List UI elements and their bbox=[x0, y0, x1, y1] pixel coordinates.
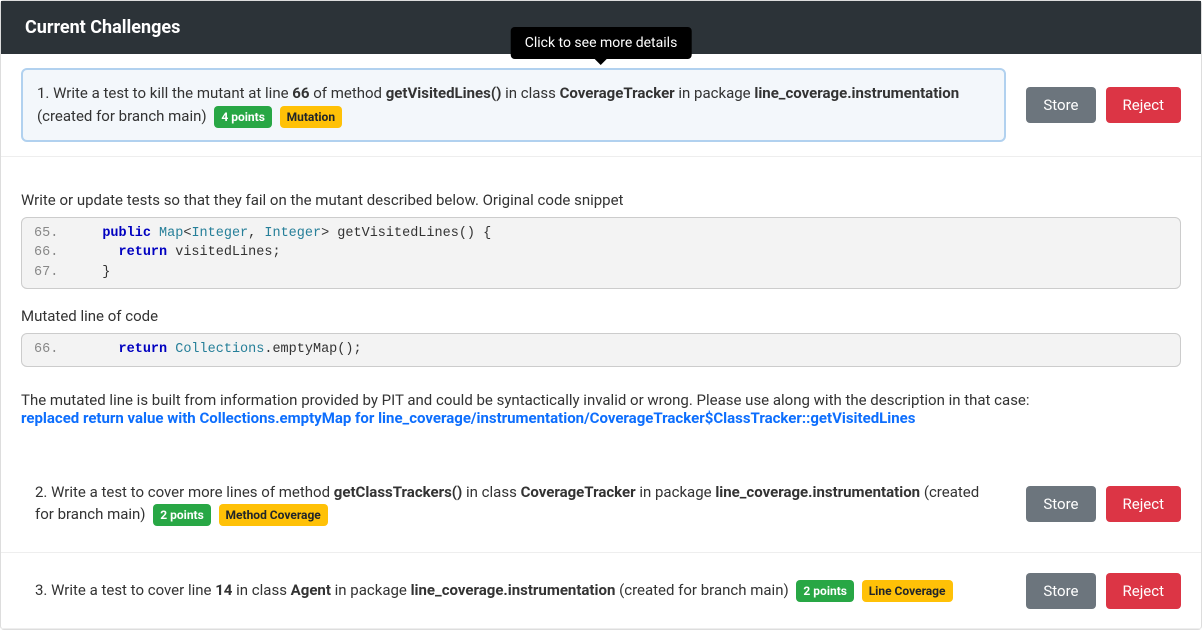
challenges-panel: Current Challenges Click to see more det… bbox=[0, 0, 1202, 630]
store-button[interactable]: Store bbox=[1026, 573, 1095, 609]
challenge-actions: Store Reject bbox=[1026, 486, 1181, 522]
points-badge: 2 points bbox=[153, 504, 211, 526]
challenge-item: 3. Write a test to cover line 14 in clas… bbox=[1, 553, 1201, 629]
mutation-note: The mutated line is built from informati… bbox=[21, 391, 1181, 427]
challenge-item: 1. Write a test to kill the mutant at li… bbox=[1, 54, 1201, 157]
code-block: 66. return Collections.emptyMap(); bbox=[21, 333, 1181, 367]
type-badge: Method Coverage bbox=[219, 504, 328, 526]
type-badge: Line Coverage bbox=[862, 580, 953, 602]
tooltip: Click to see more details bbox=[511, 27, 692, 59]
reject-button[interactable]: Reject bbox=[1106, 486, 1182, 522]
points-badge: 2 points bbox=[796, 580, 854, 602]
challenge-item: 2. Write a test to cover more lines of m… bbox=[1, 455, 1201, 554]
type-badge: Mutation bbox=[280, 106, 342, 128]
code-line: 67. } bbox=[34, 263, 1168, 283]
code-line: 65. public Map<Integer, Integer> getVisi… bbox=[34, 224, 1168, 244]
challenge-text[interactable]: 2. Write a test to cover more lines of m… bbox=[21, 469, 1006, 539]
points-badge: 4 points bbox=[214, 106, 272, 128]
store-button[interactable]: Store bbox=[1026, 486, 1095, 522]
panel-header: Current Challenges Click to see more det… bbox=[1, 1, 1201, 54]
panel-title: Current Challenges bbox=[25, 17, 180, 38]
detail-intro: Write or update tests so that they fail … bbox=[21, 191, 1181, 209]
code-line: 66. return visitedLines; bbox=[34, 243, 1168, 263]
code-line: 66. return Collections.emptyMap(); bbox=[34, 340, 1168, 360]
mutated-label: Mutated line of code bbox=[21, 307, 1181, 325]
challenge-actions: Store Reject bbox=[1026, 87, 1181, 123]
store-button[interactable]: Store bbox=[1026, 87, 1095, 123]
challenge-text[interactable]: 1. Write a test to kill the mutant at li… bbox=[21, 68, 1006, 142]
reject-button[interactable]: Reject bbox=[1106, 87, 1182, 123]
code-block: 65. public Map<Integer, Integer> getVisi… bbox=[21, 217, 1181, 290]
reject-button[interactable]: Reject bbox=[1106, 573, 1182, 609]
challenge-detail: Write or update tests so that they fail … bbox=[1, 157, 1201, 455]
challenges-list: 1. Write a test to kill the mutant at li… bbox=[1, 54, 1201, 629]
challenge-text[interactable]: 3. Write a test to cover line 14 in clas… bbox=[21, 567, 1006, 614]
challenge-actions: Store Reject bbox=[1026, 573, 1181, 609]
tooltip-text: Click to see more details bbox=[525, 35, 678, 51]
pit-description-link[interactable]: replaced return value with Collections.e… bbox=[21, 409, 915, 427]
